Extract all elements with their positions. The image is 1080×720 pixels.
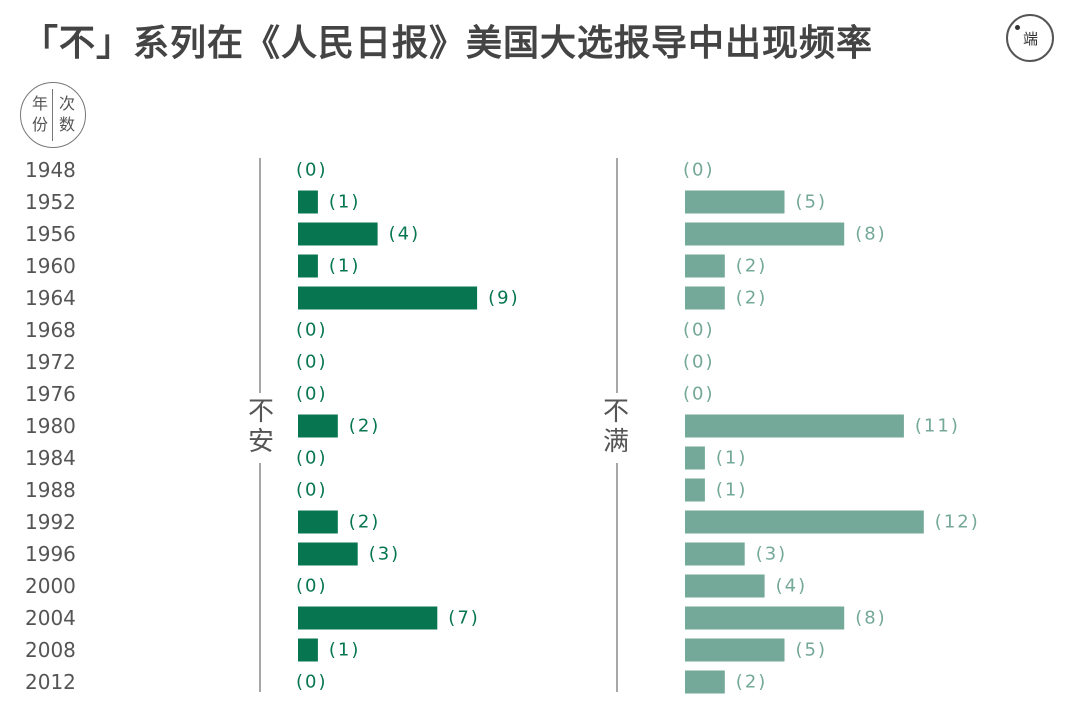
data-label-anxiety: (2) [349,512,381,533]
data-label-anxiety: (3) [369,544,401,565]
year-label: 1996 [25,542,76,566]
year-label: 1972 [25,350,76,374]
data-label-dissatisfaction: (5) [796,640,828,661]
data-label-anxiety: (0) [296,480,328,501]
year-label: 2000 [25,574,76,598]
year-label: 1968 [25,318,76,342]
panel-label-anxiety: 不安 [246,397,276,457]
data-label-dissatisfaction: (8) [855,608,887,629]
bar-anxiety [298,638,318,662]
data-label-dissatisfaction: (11) [915,416,960,437]
bar-dissatisfaction [685,606,845,630]
data-label-anxiety: (0) [296,160,328,181]
bar-dissatisfaction [685,446,705,470]
data-label-anxiety: (0) [296,384,328,405]
panel-label-dissatisfaction: 不满 [601,397,631,457]
year-label: 1980 [25,414,76,438]
year-label: 2008 [25,638,76,662]
data-label-dissatisfaction: (1) [716,448,748,469]
bar-anxiety [298,510,338,534]
bar-anxiety [298,190,318,214]
bar-anxiety [298,286,478,310]
year-label: 1964 [25,286,76,310]
bar-anxiety [298,222,378,246]
data-label-anxiety: (7) [448,608,480,629]
logo-text: 端 [1022,29,1038,48]
data-label-dissatisfaction: (0) [683,160,715,181]
badge-divider [52,89,53,141]
data-label-anxiety: (1) [329,192,361,213]
year-label: 1948 [25,158,76,182]
data-label-anxiety: (0) [296,576,328,597]
year-label: 1960 [25,254,76,278]
year-count-badge: 年份 次数 [20,82,86,148]
badge-year-label: 年份 [31,94,48,134]
data-label-anxiety: (0) [296,448,328,469]
bar-dissatisfaction [685,414,904,438]
data-label-anxiety: (1) [329,256,361,277]
data-label-dissatisfaction: (2) [736,288,768,309]
logo-dot [1015,25,1020,30]
data-label-anxiety: (1) [329,640,361,661]
data-label-anxiety: (4) [389,224,421,245]
chart-title: 「不」系列在《人民日报》美国大选报导中出现频率 [22,23,874,64]
data-label-dissatisfaction: (2) [736,256,768,277]
year-label: 1976 [25,382,76,406]
year-label: 1992 [25,510,76,534]
data-label-dissatisfaction: (0) [683,384,715,405]
year-label: 1988 [25,478,76,502]
bar-dissatisfaction [685,542,745,566]
data-label-dissatisfaction: (0) [683,352,715,373]
data-label-anxiety: (0) [296,352,328,373]
data-label-dissatisfaction: (12) [935,512,980,533]
badge-count-label: 次数 [58,94,75,134]
data-label-anxiety: (9) [488,288,519,309]
data-label-anxiety: (0) [296,672,328,693]
bar-dissatisfaction [685,670,725,694]
year-label: 2012 [25,670,76,694]
data-label-dissatisfaction: (8) [855,224,887,245]
data-label-anxiety: (2) [349,416,381,437]
bar-dissatisfaction [685,222,845,246]
data-label-dissatisfaction: (2) [736,672,768,693]
data-label-dissatisfaction: (4) [776,576,808,597]
bar-anxiety [298,542,358,566]
bar-dissatisfaction [685,254,725,278]
bar-dissatisfaction [685,510,924,534]
year-label: 1956 [25,222,76,246]
bar-dissatisfaction [685,574,765,598]
year-label: 2004 [25,606,76,630]
year-label: 1984 [25,446,76,470]
data-label-dissatisfaction: (3) [756,544,788,565]
data-label-dissatisfaction: (5) [796,192,828,213]
bar-anxiety [298,254,318,278]
bar-dissatisfaction [685,638,785,662]
bar-anxiety [298,606,438,630]
data-label-dissatisfaction: (0) [683,320,715,341]
bar-dissatisfaction [685,286,725,310]
data-label-anxiety: (0) [296,320,328,341]
bar-dissatisfaction [685,190,785,214]
data-label-dissatisfaction: (1) [716,480,748,501]
year-label: 1952 [25,190,76,214]
logo-icon: 端 [1006,14,1054,62]
bar-dissatisfaction [685,478,705,502]
bar-anxiety [298,414,338,438]
